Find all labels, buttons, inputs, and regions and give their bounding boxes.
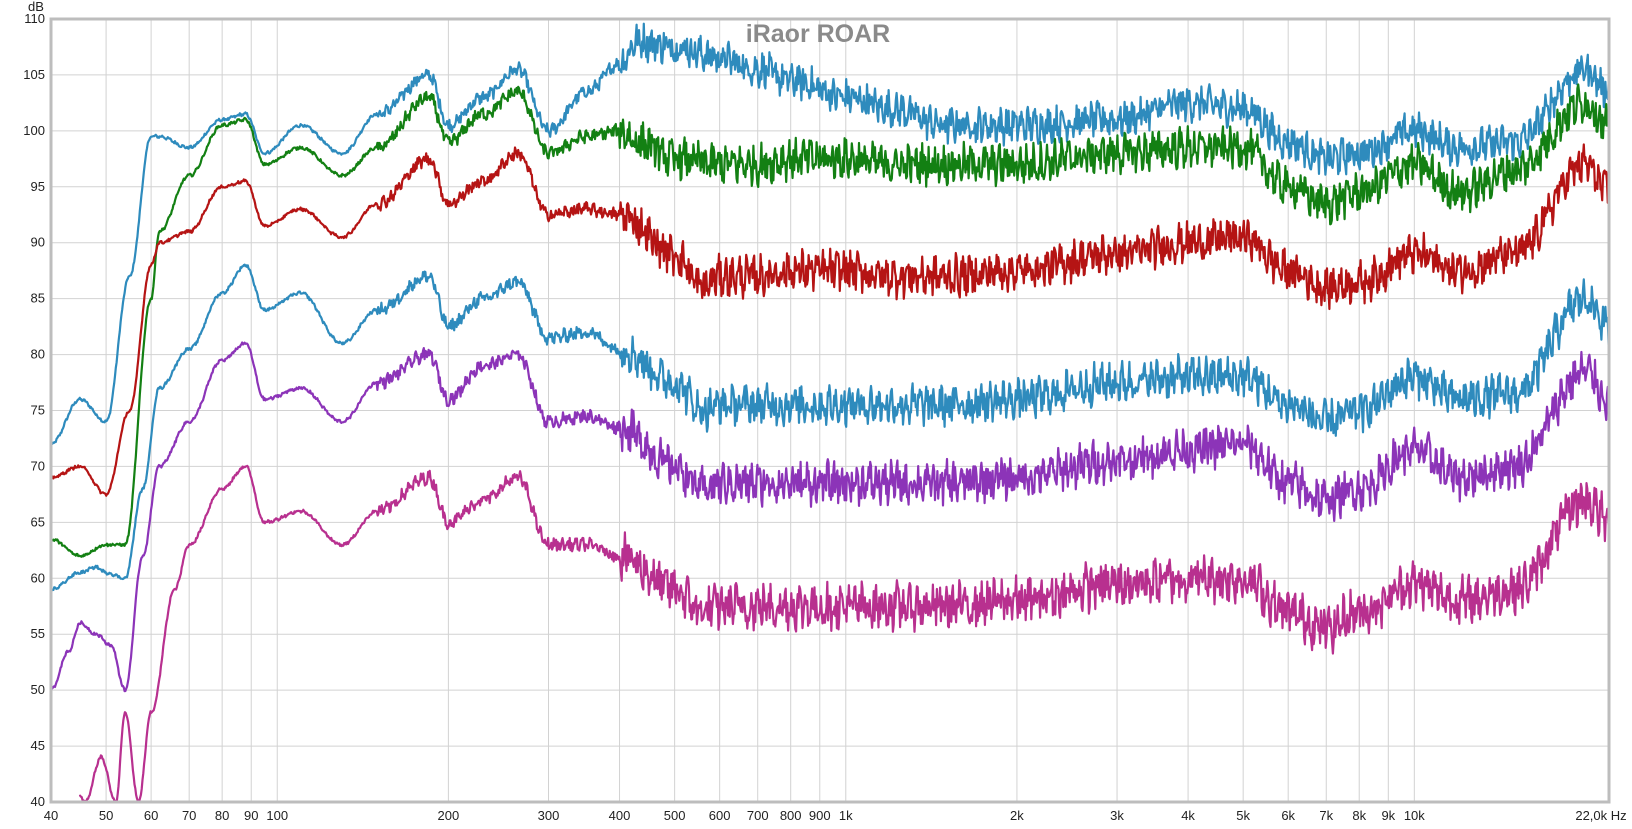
x-tick-label: 80 — [215, 808, 229, 823]
plot-frame — [49, 17, 1611, 804]
y-tick-label: 40 — [31, 794, 45, 809]
response-curve-4 — [49, 263, 1610, 592]
x-tick-label: 200 — [438, 808, 460, 823]
y-tick-label: 95 — [31, 179, 45, 194]
x-tick-label: 10k — [1404, 808, 1425, 823]
x-tick-label: 7k — [1319, 808, 1333, 823]
x-tick-label: 100 — [266, 808, 288, 823]
x-tick-label: 500 — [664, 808, 686, 823]
x-tick-label: 5k — [1236, 808, 1250, 823]
chart-title: iRaor ROAR — [746, 20, 890, 48]
series-curves — [49, 22, 1611, 803]
x-tick-label: 50 — [99, 808, 113, 823]
y-tick-label: 55 — [31, 626, 45, 641]
x-tick-label: 90 — [244, 808, 258, 823]
x-tick-label: 60 — [144, 808, 158, 823]
y-axis-ticks: 40 45 50 55 60 65 70 75 80 85 90 95 100 105 110 — [23, 11, 45, 809]
response-curve-2 — [49, 83, 1610, 558]
x-tick-label: 3k — [1110, 808, 1124, 823]
response-curve-1 — [49, 22, 1610, 446]
x-tick-label: 40 — [44, 808, 58, 823]
y-tick-label: 80 — [31, 347, 45, 362]
y-tick-label: 90 — [31, 235, 45, 250]
y-tick-label: 105 — [23, 67, 45, 82]
y-tick-label: 45 — [31, 738, 45, 753]
x-tick-label: 800 — [780, 808, 802, 823]
response-curve-3 — [49, 143, 1610, 497]
y-tick-label: 85 — [31, 291, 45, 306]
x-tick-label: 22,0k Hz — [1575, 808, 1626, 823]
response-curve-5 — [49, 341, 1610, 693]
x-tick-label: 700 — [747, 808, 769, 823]
response-curve-6 — [78, 464, 1611, 803]
x-tick-label: 4k — [1181, 808, 1195, 823]
y-tick-label: 70 — [31, 458, 45, 473]
y-tick-label: 60 — [31, 570, 45, 585]
x-tick-label: 300 — [538, 808, 560, 823]
x-tick-label: 400 — [609, 808, 631, 823]
y-axis-label: dB — [28, 0, 44, 14]
x-tick-label: 70 — [182, 808, 196, 823]
x-tick-label: 2k — [1010, 808, 1024, 823]
x-axis-ticks: 40 50 60 70 80 90 100 200 300 400 500 600 700 800 900 1… — [44, 808, 1627, 823]
x-tick-label: 600 — [709, 808, 731, 823]
x-tick-label: 9k — [1381, 808, 1395, 823]
x-tick-label: 900 — [809, 808, 831, 823]
y-tick-label: 110 — [24, 11, 45, 26]
y-tick-label: 75 — [31, 403, 45, 418]
x-tick-label: 1k — [839, 808, 853, 823]
y-tick-label: 100 — [23, 123, 45, 138]
y-tick-label: 50 — [31, 682, 45, 697]
x-tick-label: 8k — [1352, 808, 1366, 823]
x-tick-label: 6k — [1281, 808, 1295, 823]
y-tick-label: 65 — [31, 514, 45, 529]
